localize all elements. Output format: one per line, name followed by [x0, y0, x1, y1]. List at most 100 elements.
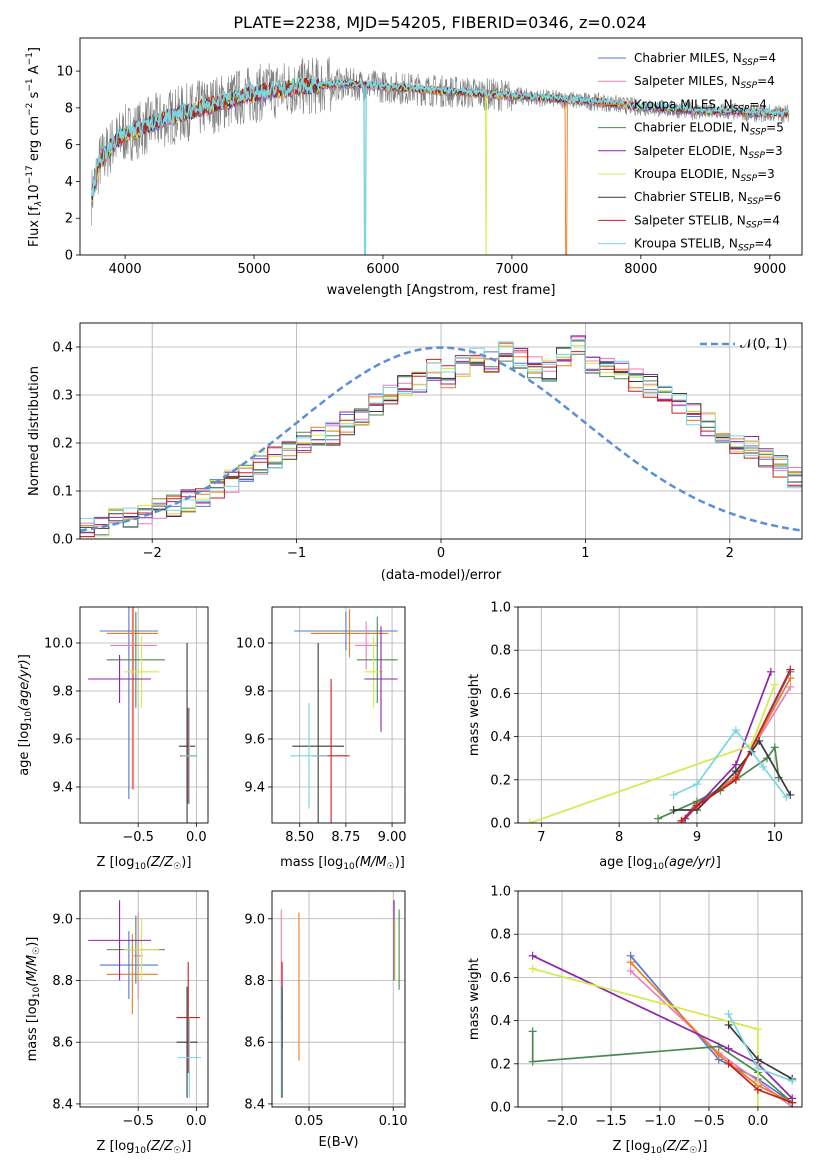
- y-tick-label: 9.6: [52, 733, 73, 748]
- y-tick-label: 0.2: [52, 437, 73, 452]
- y-tick-label: 0.2: [490, 773, 511, 788]
- mass-weight-line-salpeter_elodie: [684, 671, 772, 820]
- legend-label-kroupa_stelib: Kroupa STELIB, NSSP=4: [634, 237, 772, 254]
- x-axis-label: Z [log10(Z/Z☉)]: [97, 1139, 192, 1156]
- label-part: mass [log: [25, 998, 40, 1061]
- mass-weight-point-salpeter_stelib: [786, 665, 795, 674]
- ylabel-part: erg cm: [27, 116, 42, 165]
- x-tick-label: −0.5: [122, 1114, 154, 1129]
- legend-subscript: SSP: [741, 174, 758, 184]
- mass-weight-point-kroupa_stelib: [782, 793, 791, 802]
- label-part: (M/M: [25, 955, 40, 987]
- legend-label-salpeter_elodie: Salpeter ELODIE, NSSP=3: [634, 144, 783, 161]
- legend-subscript: SSP: [742, 58, 759, 68]
- mass-weight-point-kroupa_elodie: [753, 1103, 762, 1107]
- x-tick-label: −2: [143, 546, 162, 561]
- mass-weight-point-salpeter_miles: [626, 966, 635, 975]
- legend-subscript: SSP: [746, 220, 763, 230]
- label-part: Z [log: [97, 855, 135, 870]
- mass-weight-point-kroupa_elodie: [525, 819, 534, 823]
- mass-weight-line-salpeter_elodie: [532, 955, 793, 1099]
- mass-weight-point-salpeter_stelib: [788, 1098, 797, 1107]
- legend-label-kroupa_miles: Kroupa MILES, NSSP=4: [634, 97, 767, 114]
- label-part: (Z/Z: [146, 1139, 174, 1154]
- mass-weight-point-salpeter_stelib: [731, 775, 740, 784]
- x-tick-label: 8: [615, 830, 623, 845]
- y-tick-label: 9.4: [52, 781, 73, 796]
- axes-frame: [271, 890, 406, 1108]
- y-tick-label: 0.6: [490, 687, 511, 702]
- plot-area: [528, 951, 797, 1107]
- axes-frame: [79, 322, 803, 540]
- label-part: (age/yr): [664, 855, 716, 870]
- x-tick-label: −1: [287, 546, 306, 561]
- x-tick-label: 0.05: [295, 1114, 324, 1129]
- plot-area: [290, 609, 398, 823]
- y-axis-label: Flux [fλ10−17 erg cm−2 s−1 A−1]: [25, 47, 44, 247]
- legend-tail: =5: [766, 121, 784, 135]
- mass-weight-point-salpeter_miles: [786, 682, 795, 691]
- plot-area: [88, 607, 198, 823]
- y-tick-label: 1.0: [490, 885, 511, 900]
- legend-subscript: SSP: [738, 244, 755, 254]
- label-sub: 10: [650, 1146, 662, 1156]
- panel-4: 7 8 9 10 0.0 0.2 0.4 0.6 0.8 1.0 mass weight age [l…: [467, 601, 803, 872]
- mass-weight-point-kroupa_stelib: [731, 726, 740, 735]
- mass-weight-point-salpeter_elodie: [724, 1044, 733, 1053]
- y-tick-label: 0.4: [52, 341, 73, 356]
- label-sub: 10: [652, 862, 664, 872]
- legend-tail: =3: [757, 167, 775, 181]
- y-tick-label: 9.6: [244, 733, 265, 748]
- x-axis-label: Z [log10(Z/Z☉)]: [613, 1139, 708, 1156]
- label-part: )]: [181, 1139, 191, 1154]
- legend-label-kroupa_elodie: Kroupa ELODIE, NSSP=3: [634, 167, 775, 184]
- legend-label-chabrier_elodie: Chabrier ELODIE, NSSP=5: [634, 121, 784, 138]
- label-part: age [log: [17, 723, 32, 776]
- legend-text: Kroupa STELIB, N: [634, 237, 738, 251]
- y-tick-label: 0.8: [490, 644, 511, 659]
- mass-weight-point-chabrier_stelib: [724, 1020, 733, 1029]
- mass-weight-point-kroupa_elodie: [770, 680, 779, 689]
- ylabel-sub: λ: [34, 201, 44, 207]
- legend-label-chabrier_miles: Chabrier MILES, NSSP=4: [634, 51, 776, 68]
- plot-area: [525, 665, 795, 823]
- legend-subscript: SSP: [750, 128, 767, 138]
- x-tick-label: 0: [437, 546, 445, 561]
- y-tick-label: 0.0: [490, 1101, 511, 1116]
- label-sub: ☉: [387, 862, 395, 872]
- axes-frame: [79, 37, 803, 256]
- legend-tail: =4: [749, 97, 767, 111]
- y-tick-label: 9.0: [244, 912, 265, 927]
- label-part: (M/M: [355, 855, 387, 870]
- label-part: )]: [25, 937, 40, 947]
- y-tick-label: 6: [65, 138, 73, 153]
- x-tick-label: −1.0: [644, 1114, 676, 1129]
- axes-frame: [79, 890, 209, 1108]
- y-axis-label: mass weight: [467, 674, 482, 756]
- mass-weight-point-kroupa_stelib: [759, 762, 768, 771]
- x-tick-label: 9000: [753, 262, 786, 277]
- ylabel-part: A: [27, 65, 42, 78]
- x-tick-label: 8.50: [285, 830, 314, 845]
- x-tick-label: 0.0: [748, 1114, 769, 1129]
- y-tick-label: 0.4: [490, 730, 511, 745]
- label-sub: ☉: [173, 1146, 181, 1156]
- y-tick-label: 9.0: [52, 912, 73, 927]
- label-part: )]: [395, 855, 405, 870]
- label-sub: 10: [343, 862, 355, 872]
- label-part: Z [log: [97, 1139, 135, 1154]
- legend-tail: =3: [765, 144, 783, 158]
- axes-frame: [79, 606, 209, 824]
- legend-label-gaussian: 𝒩(0, 1): [740, 337, 787, 352]
- y-tick-label: 8.6: [244, 1036, 265, 1051]
- y-axis-label: mass [log10(M/M☉)]: [25, 937, 42, 1062]
- mass-weight-point-salpeter_elodie: [528, 951, 537, 960]
- y-tick-label: 0.0: [490, 817, 511, 832]
- y-tick-label: 0.3: [52, 389, 73, 404]
- ylabel-sup: −2: [25, 103, 35, 116]
- y-tick-label: 10.0: [44, 637, 73, 652]
- y-tick-label: 2: [65, 212, 73, 227]
- x-tick-label: 8.75: [331, 830, 360, 845]
- ylabel-sup: −1: [25, 52, 35, 65]
